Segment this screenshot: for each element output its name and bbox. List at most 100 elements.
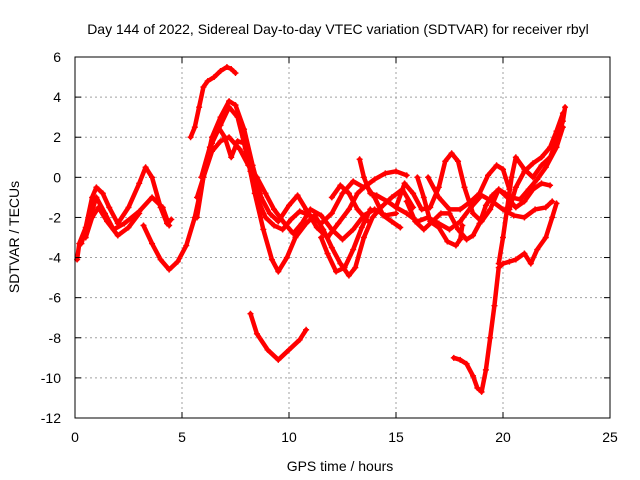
data-point: [538, 154, 545, 161]
data-point: [414, 174, 421, 181]
data-point: [232, 102, 239, 109]
data-point: [191, 124, 198, 131]
data-point: [296, 336, 303, 343]
data-point: [288, 216, 295, 223]
data-point: [271, 222, 278, 229]
data-point: [114, 232, 121, 239]
data-point: [360, 174, 367, 181]
data-point: [457, 356, 464, 363]
data-point: [193, 194, 200, 201]
data-point: [352, 264, 359, 271]
x-tick-label: 0: [71, 429, 79, 445]
data-point: [228, 66, 235, 73]
data-point: [463, 360, 470, 367]
data-point: [457, 236, 464, 243]
data-point: [410, 190, 417, 197]
data-point: [553, 128, 560, 135]
data-point: [562, 104, 569, 111]
data-point: [166, 222, 173, 229]
data-point: [318, 212, 325, 219]
y-tick-label: -12: [41, 410, 61, 426]
data-point: [345, 190, 352, 197]
data-point: [253, 194, 260, 201]
data-point: [262, 214, 269, 221]
data-point: [549, 198, 556, 205]
data-point: [534, 246, 541, 253]
data-point: [547, 182, 554, 189]
data-point: [328, 244, 335, 251]
data-point: [495, 260, 502, 267]
series-layer: [74, 64, 569, 395]
data-point: [508, 174, 515, 181]
data-point: [420, 226, 427, 233]
data-point: [183, 242, 190, 249]
data-point: [266, 210, 273, 217]
data-point: [286, 346, 292, 353]
data-point: [193, 214, 200, 221]
data-point: [125, 224, 132, 231]
data-point: [196, 104, 203, 111]
data-point: [104, 218, 111, 225]
data-point: [337, 182, 344, 189]
data-point: [435, 224, 442, 231]
data-point: [491, 302, 498, 309]
data-point: [365, 218, 372, 225]
data-point: [294, 192, 301, 199]
data-point: [226, 98, 233, 105]
data-point: [547, 154, 554, 161]
data-point: [328, 210, 335, 217]
data-point: [403, 210, 410, 217]
series-track-2: [79, 195, 172, 246]
data-point: [174, 258, 181, 265]
data-point: [350, 246, 357, 253]
data-point: [232, 70, 239, 77]
data-point: [253, 174, 260, 181]
data-point: [78, 240, 85, 247]
data-point: [313, 224, 320, 231]
x-tick-label: 5: [178, 429, 186, 445]
data-point: [335, 220, 342, 227]
data-point: [264, 346, 271, 353]
data-point: [157, 256, 164, 263]
data-point: [236, 146, 243, 153]
data-point: [510, 212, 517, 219]
data-point: [435, 194, 442, 201]
y-tick-label: -4: [49, 250, 62, 266]
data-point: [495, 186, 502, 193]
data-point: [283, 254, 290, 261]
data-point: [397, 224, 404, 231]
data-point: [463, 236, 470, 243]
y-tick-label: -8: [49, 330, 62, 346]
data-point: [136, 180, 143, 187]
data-point: [553, 200, 560, 207]
data-point: [500, 166, 506, 173]
data-point: [467, 198, 474, 205]
data-point: [534, 176, 541, 183]
data-point: [512, 184, 519, 191]
series-track-7: [188, 64, 238, 140]
data-point: [373, 192, 380, 199]
data-point: [476, 220, 483, 227]
data-point: [455, 158, 462, 165]
plot-frame: [74, 56, 611, 419]
data-point: [371, 176, 378, 183]
data-point: [247, 168, 254, 175]
data-point: [442, 158, 449, 165]
data-point: [142, 164, 149, 171]
data-point: [223, 64, 230, 71]
data-point: [461, 184, 468, 191]
y-tick-label: 0: [53, 169, 61, 185]
data-point: [500, 234, 506, 241]
data-point: [482, 366, 489, 373]
data-point: [446, 206, 453, 213]
data-point: [166, 266, 173, 273]
data-point: [529, 174, 536, 181]
y-tick-label: 4: [53, 89, 61, 105]
data-point: [217, 68, 224, 75]
y-tick-label: -6: [49, 290, 62, 306]
series-track-16: [415, 175, 465, 248]
data-point: [345, 272, 352, 279]
data-point: [437, 210, 444, 217]
data-point: [303, 326, 310, 333]
